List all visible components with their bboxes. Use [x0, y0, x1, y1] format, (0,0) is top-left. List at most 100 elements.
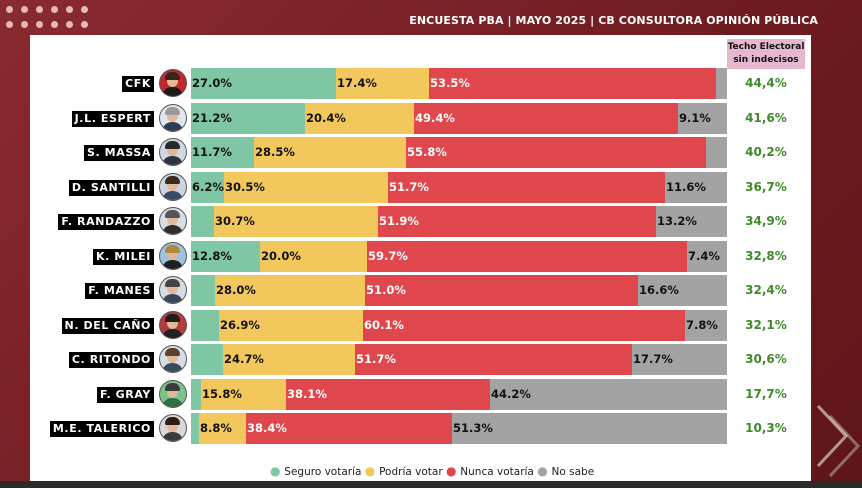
data-label: 30.7% — [215, 214, 255, 228]
bar-segment — [191, 344, 223, 375]
bar-segment — [305, 102, 414, 134]
row-label: S. MASSA — [83, 145, 154, 161]
bar-segment — [363, 309, 685, 341]
bar-row: 26.9% 60.1% 7.8% — [191, 309, 727, 341]
candidate-avatar-icon — [159, 172, 187, 201]
data-label: 51.7% — [389, 179, 429, 194]
data-label: 17.7% — [633, 352, 673, 366]
bar-row: 27.0% 17.4% 53.5% — [191, 68, 727, 99]
legend-dot-icon: ● — [364, 464, 380, 478]
bar-segment — [191, 171, 224, 203]
techo-value: 32,8% — [745, 248, 787, 263]
candidate-avatar-icon — [159, 207, 187, 235]
decorative-dot — [6, 21, 13, 28]
legend-dot-icon: ● — [537, 464, 552, 478]
legend-label: Seguro votaría — [284, 466, 362, 478]
data-label: 9.1% — [679, 110, 711, 125]
data-label: 7.4% — [688, 248, 720, 263]
bar-segment — [191, 378, 201, 410]
data-label: 51.9% — [379, 214, 419, 228]
candidate-avatar-icon — [159, 241, 187, 270]
bar-row: 12.8% 20.0% 59.7% 7.4% — [191, 240, 727, 272]
bar-row: 30.7% 51.9% 13.2% — [191, 206, 727, 237]
decorative-dot — [51, 21, 58, 28]
candidate-avatar-icon — [159, 414, 187, 442]
data-label: 15.8% — [202, 386, 242, 401]
bar-segment — [199, 413, 246, 444]
avatar-face — [167, 351, 178, 363]
decorative-dot — [51, 6, 58, 13]
data-label: 8.8% — [200, 421, 232, 435]
avatar-face — [167, 385, 178, 398]
chart-legend: ● Seguro votaría ● Podría votar ● Nunca … — [270, 464, 594, 478]
decorative-dot — [81, 21, 88, 28]
bar-segment — [665, 171, 727, 203]
bar-segment — [191, 68, 336, 99]
bar-segment — [219, 309, 363, 341]
data-label: 26.9% — [220, 317, 260, 332]
techo-value: 30,6% — [745, 352, 787, 366]
bar-segment — [378, 206, 656, 237]
avatar-face — [167, 213, 178, 225]
bar-segment — [638, 275, 727, 306]
bar-segment — [191, 137, 254, 168]
avatar-body — [162, 190, 183, 200]
candidate-avatar-icon — [159, 345, 187, 373]
decorative-dot — [36, 21, 43, 28]
avatar-face — [167, 75, 178, 87]
avatar-face — [167, 420, 178, 432]
avatar-body — [162, 225, 183, 234]
data-label: 17.4% — [337, 76, 377, 90]
decorative-dot — [6, 6, 13, 13]
row-label: F. MANES — [85, 283, 154, 299]
bar-segment — [191, 102, 305, 134]
bar-segment — [632, 344, 727, 375]
bar-segment — [406, 137, 706, 168]
decorative-dot — [21, 21, 28, 28]
avatar-hair — [165, 175, 180, 184]
data-label: 60.1% — [364, 317, 404, 332]
avatar-face — [167, 316, 178, 329]
bar-row: 11.7% 28.5% 55.8% — [191, 137, 727, 168]
bar-segment — [490, 378, 727, 410]
data-label: 21.2% — [192, 110, 232, 125]
legend-label: Nunca votaría — [460, 466, 534, 478]
avatar-body — [162, 87, 183, 96]
data-label: 51.7% — [356, 352, 396, 366]
bar-row: 8.8% 38.4% 51.3% — [191, 413, 727, 444]
row-label: K. MILEI — [93, 248, 154, 265]
legend-label: No sabe — [551, 466, 595, 478]
legend-item: ● Seguro votaría — [270, 464, 365, 478]
row-label: CFK — [122, 76, 154, 92]
candidate-avatar-icon — [159, 276, 187, 304]
bar-segment — [215, 275, 365, 306]
bar-segment — [706, 137, 727, 168]
bar-segment — [191, 309, 219, 341]
bar-segment — [336, 68, 429, 99]
avatar-body — [162, 259, 183, 269]
legend-item: ● Nunca votaría — [446, 464, 537, 478]
techo-header-line2: sin indecisos — [733, 55, 799, 65]
bar-segment — [254, 137, 406, 168]
data-label: 7.8% — [686, 317, 718, 332]
data-label: 51.3% — [453, 421, 493, 435]
row-label: C. RITONDO — [68, 352, 154, 368]
decorative-dot — [36, 6, 43, 13]
bar-segment — [716, 68, 727, 99]
bar-row: 6.2% 30.5% 51.7% 11.6% — [191, 171, 727, 203]
bar-row: 24.7% 51.7% 17.7% — [191, 344, 727, 375]
bar-row: 28.0% 51.0% 16.6% — [191, 275, 727, 306]
bar-segment — [678, 102, 727, 134]
candidate-avatar-icon — [159, 379, 187, 408]
data-label: 24.7% — [224, 352, 264, 366]
techo-value: 34,9% — [745, 214, 787, 228]
row-label: D. SANTILLI — [68, 179, 154, 196]
candidate-avatar-icon — [159, 138, 187, 166]
techo-header: Techo Electoral sin indecisos — [727, 39, 805, 69]
techo-value: 10,3% — [745, 421, 787, 435]
data-label: 11.6% — [666, 179, 706, 194]
avatar-body — [162, 294, 183, 303]
bar-row: 15.8% 38.1% 44.2% — [191, 378, 727, 410]
techo-header-line1: Techo Electoral — [727, 42, 805, 52]
data-label: 6.2% — [192, 179, 224, 194]
